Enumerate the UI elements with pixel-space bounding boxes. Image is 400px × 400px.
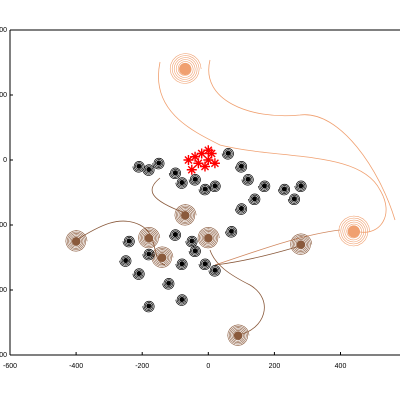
spiral-core bbox=[347, 225, 360, 238]
asterisk bbox=[193, 158, 204, 169]
spiral-core bbox=[179, 297, 185, 303]
asterisk bbox=[200, 161, 210, 172]
x-tick-label: -200 bbox=[135, 363, 149, 370]
spiral-core bbox=[136, 271, 142, 277]
y-tick-label: 400 bbox=[0, 27, 7, 34]
curve bbox=[214, 245, 301, 266]
spiral-core bbox=[212, 183, 218, 189]
spiral-core bbox=[71, 237, 81, 246]
spiral-core bbox=[136, 164, 142, 169]
spiral-core bbox=[204, 233, 213, 243]
spiral-core bbox=[282, 186, 287, 192]
spiral-core bbox=[146, 251, 152, 257]
spiral-core bbox=[225, 151, 231, 156]
asterisk bbox=[183, 155, 194, 165]
curve bbox=[214, 229, 341, 266]
curve bbox=[151, 177, 186, 214]
spiral-core bbox=[123, 258, 128, 264]
spiral-core bbox=[166, 281, 171, 286]
curve bbox=[74, 220, 166, 266]
spiral-core bbox=[212, 268, 218, 273]
spiral-core bbox=[262, 183, 267, 189]
spiral-core bbox=[202, 186, 208, 192]
series bbox=[65, 204, 313, 346]
asterisk bbox=[203, 155, 214, 165]
spiral-core bbox=[189, 238, 195, 244]
spiral-core bbox=[298, 183, 304, 189]
spiral-core bbox=[126, 238, 132, 244]
spiral-core bbox=[296, 240, 306, 249]
asterisk bbox=[209, 158, 220, 169]
spiral-core bbox=[245, 177, 251, 182]
spiral-core bbox=[239, 164, 244, 169]
spiral-core bbox=[144, 233, 153, 243]
spiral-core bbox=[239, 206, 244, 212]
spiral-core bbox=[172, 170, 178, 176]
y-tick-label: -200 bbox=[0, 222, 7, 229]
spiral-core bbox=[192, 177, 198, 182]
spiral-core bbox=[179, 261, 185, 267]
spiral-core bbox=[157, 253, 167, 262]
spiral-core bbox=[291, 196, 297, 202]
spiral-core bbox=[252, 196, 257, 202]
y-tick-label: -400 bbox=[0, 287, 7, 294]
y-tick-label: 200 bbox=[0, 92, 7, 99]
spiral-core bbox=[180, 211, 190, 220]
curve bbox=[158, 61, 387, 233]
asterisk bbox=[203, 145, 214, 156]
spiral-core bbox=[146, 167, 152, 173]
x-tick-label: -600 bbox=[3, 363, 17, 370]
asterisk bbox=[186, 164, 197, 175]
x-tick-label: -400 bbox=[69, 363, 83, 370]
trail-curves bbox=[74, 59, 396, 336]
spiral-core bbox=[229, 229, 234, 234]
spiral-core bbox=[192, 248, 198, 254]
spiral-core bbox=[156, 160, 162, 166]
y-tick-label: 0 bbox=[3, 157, 7, 164]
spiral-core bbox=[179, 62, 192, 76]
spiral-core bbox=[202, 261, 208, 267]
curve bbox=[209, 249, 265, 336]
spiral-core bbox=[233, 331, 243, 340]
spiral-core bbox=[172, 232, 178, 238]
x-tick-label: 200 bbox=[269, 363, 281, 370]
series bbox=[119, 148, 307, 313]
asterisk bbox=[196, 148, 207, 159]
series bbox=[183, 145, 220, 175]
series bbox=[169, 53, 371, 247]
spiral-core bbox=[179, 180, 185, 186]
x-tick-label: 400 bbox=[335, 363, 347, 370]
asterisk bbox=[190, 151, 201, 162]
y-tick-label: -600 bbox=[0, 352, 7, 359]
spiral-core bbox=[146, 303, 152, 309]
curve bbox=[208, 59, 396, 221]
x-tick-label: 0 bbox=[206, 363, 210, 370]
